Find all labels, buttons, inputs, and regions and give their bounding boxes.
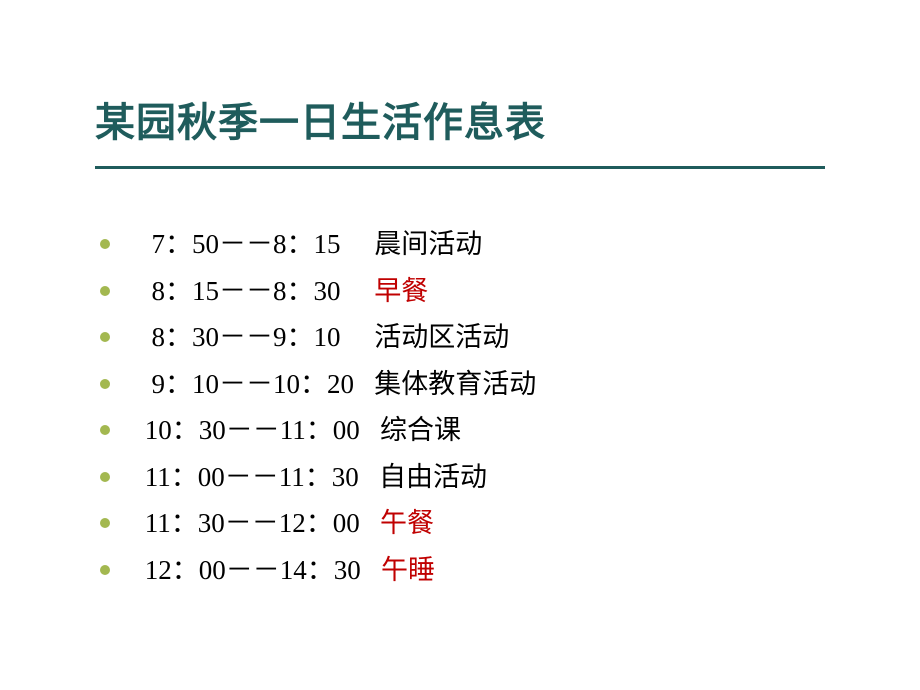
list-item: 11：00－－11：30 自由活动 xyxy=(100,457,840,498)
activity-label: 活动区活动 xyxy=(374,317,509,358)
activity-label: 早餐 xyxy=(374,271,428,312)
bullet-icon xyxy=(100,425,110,435)
list-item: 12：00－－14：30 午睡 xyxy=(100,550,840,591)
bullet-icon xyxy=(100,472,110,482)
bullet-icon xyxy=(100,379,110,389)
activity-label: 午餐 xyxy=(380,503,434,544)
list-item: 8：15－－8：30 早餐 xyxy=(100,271,840,312)
time-range: 12：00－－14：30 xyxy=(138,550,381,591)
activity-label: 综合课 xyxy=(380,410,461,451)
time-range: 8：30－－9：10 xyxy=(138,317,374,358)
list-item: 8：30－－9：10 活动区活动 xyxy=(100,317,840,358)
time-range: 7：50－－8：15 xyxy=(138,224,374,265)
activity-label: 晨间活动 xyxy=(374,224,482,265)
schedule-list: 7：50－－8：15 晨间活动 8：15－－8：30 早餐 8：30－－9：10… xyxy=(95,224,840,590)
bullet-icon xyxy=(100,565,110,575)
bullet-icon xyxy=(100,332,110,342)
bullet-icon xyxy=(100,518,110,528)
activity-label: 集体教育活动 xyxy=(374,364,536,405)
time-range: 11：00－－11：30 xyxy=(138,457,379,498)
slide-container: 某园秋季一日生活作息表 7：50－－8：15 晨间活动 8：15－－8：30 早… xyxy=(0,0,920,690)
time-range: 9：10－－10：20 xyxy=(138,364,374,405)
list-item: 9：10－－10：20 集体教育活动 xyxy=(100,364,840,405)
page-title: 某园秋季一日生活作息表 xyxy=(95,90,840,148)
list-item: 7：50－－8：15 晨间活动 xyxy=(100,224,840,265)
bullet-icon xyxy=(100,239,110,249)
activity-label: 自由活动 xyxy=(379,457,487,498)
bullet-icon xyxy=(100,286,110,296)
time-range: 11：30－－12：00 xyxy=(138,503,380,544)
list-item: 10：30－－11：00 综合课 xyxy=(100,410,840,451)
title-block: 某园秋季一日生活作息表 xyxy=(95,90,840,169)
time-range: 10：30－－11：00 xyxy=(138,410,380,451)
activity-label: 午睡 xyxy=(381,550,435,591)
title-underline xyxy=(95,166,825,169)
time-range: 8：15－－8：30 xyxy=(138,271,374,312)
list-item: 11：30－－12：00 午餐 xyxy=(100,503,840,544)
